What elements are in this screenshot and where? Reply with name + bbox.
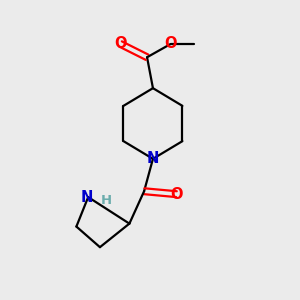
Text: H: H [100, 194, 111, 207]
Text: N: N [80, 190, 93, 205]
Text: O: O [114, 37, 127, 52]
Text: O: O [164, 37, 177, 52]
Text: O: O [170, 187, 183, 202]
Text: N: N [147, 151, 159, 166]
